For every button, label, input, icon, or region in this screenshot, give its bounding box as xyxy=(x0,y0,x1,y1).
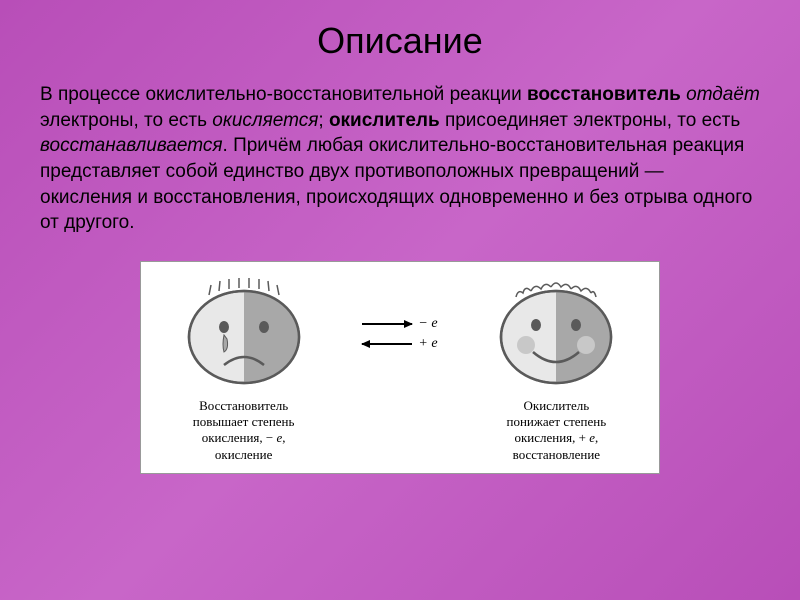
caption-line: Окислитель xyxy=(523,398,589,413)
text: ; xyxy=(318,110,329,131)
bold: окислитель xyxy=(329,110,440,131)
arrow-label: + e xyxy=(418,336,437,352)
oxidizer-caption: Окислитель понижает степень окисления, +… xyxy=(474,398,639,463)
caption-line: окисления, − xyxy=(202,430,277,445)
caption-line: Восстановитель xyxy=(199,398,288,413)
oxidizer-block: Окислитель понижает степень окисления, +… xyxy=(474,277,639,463)
caption-line: повышает степень xyxy=(193,414,295,429)
arrow-bottom: + e xyxy=(356,336,443,352)
caption-line: окисление xyxy=(215,447,272,462)
caption-line: окисления, + xyxy=(514,430,589,445)
caption-line: , xyxy=(282,430,285,445)
caption-line: , xyxy=(595,430,598,445)
arrow-label: − e xyxy=(418,316,437,332)
sad-face-icon xyxy=(179,277,309,387)
caption-line: восстановление xyxy=(513,447,600,462)
slide-title: Описание xyxy=(40,20,760,62)
arrow-left-icon xyxy=(362,343,412,345)
happy-face-icon xyxy=(491,277,621,387)
caption-line: понижает степень xyxy=(507,414,607,429)
reducer-caption: Восстановитель повышает степень окислени… xyxy=(161,398,326,463)
italic: отдаёт xyxy=(686,84,760,105)
text: присоединяет электроны, то есть xyxy=(440,110,741,131)
body-paragraph: В процессе окислительно-восстановительно… xyxy=(40,82,760,236)
text: электроны, то есть xyxy=(40,110,212,131)
arrow-right-icon xyxy=(362,323,412,325)
diagram: Восстановитель повышает степень окислени… xyxy=(140,261,660,474)
reducer-block: Восстановитель повышает степень окислени… xyxy=(161,277,326,463)
bold: восстановитель xyxy=(527,84,681,105)
italic: восстанавливается xyxy=(40,135,223,156)
arrows-block: − e + e xyxy=(356,277,443,356)
text: В процессе окислительно-восстановительно… xyxy=(40,84,527,105)
arrow-top: − e xyxy=(356,316,443,332)
italic: окисляется xyxy=(212,110,318,131)
